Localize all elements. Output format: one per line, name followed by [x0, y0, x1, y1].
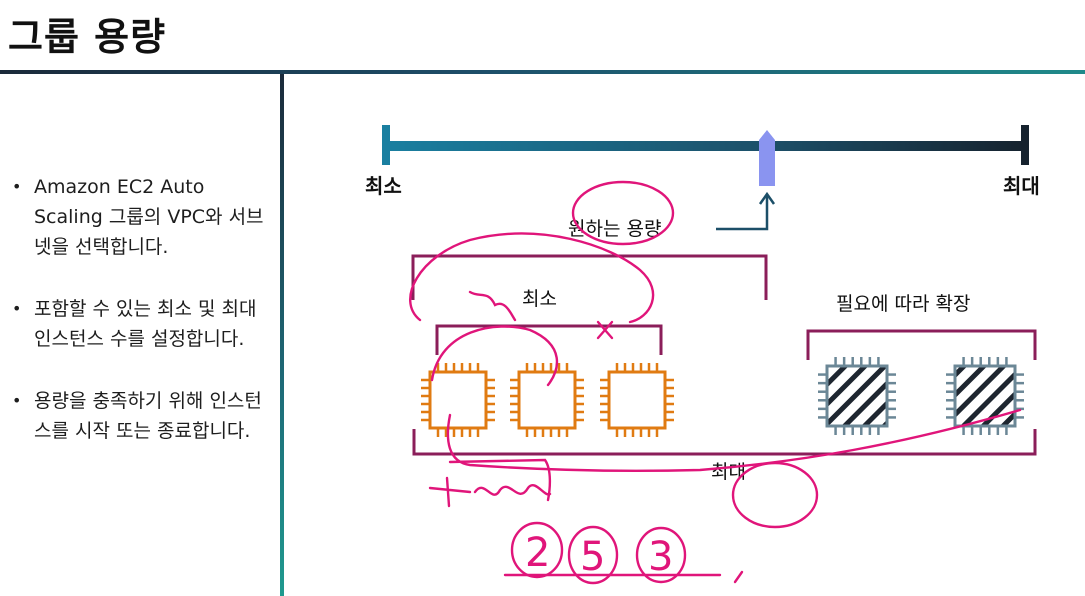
bullet-list: Amazon EC2 Auto Scaling 그룹의 VPC와 서브넷을 선택… — [10, 172, 272, 478]
scale-bar — [386, 141, 1026, 151]
min-loop-scribble — [409, 232, 655, 324]
ratio-value-2: 2 — [525, 530, 550, 576]
tick-scribble — [733, 570, 744, 584]
min-mark-scribble — [468, 290, 517, 322]
ratio-circle-2 — [510, 521, 564, 579]
desired-capacity-marker — [759, 130, 775, 186]
page-title: 그룹 용량 — [8, 15, 167, 59]
scale-min-label: 최소 — [365, 174, 402, 198]
max-circle-scribble — [731, 461, 819, 529]
ratio-circle-5 — [567, 525, 619, 585]
instance-chips — [421, 357, 1024, 437]
bullet-item: 포함할 수 있는 최소 및 최대 인스턴스 수를 설정합니다. — [10, 294, 272, 354]
korean-scribble — [473, 484, 552, 496]
min-bracket-label: 최소 — [522, 288, 557, 310]
left-marker-scribble — [448, 458, 552, 502]
bullet-item: 용량을 충족하기 위해 인스턴스를 시작 또는 종료합니다. — [10, 386, 272, 446]
desired-circle-scribble — [571, 180, 675, 246]
handwriting-annotations — [409, 180, 1022, 585]
scale-max-tick — [1021, 125, 1029, 165]
scale-out-label: 필요에 따라 확장 — [836, 293, 970, 315]
max-bracket — [412, 429, 1037, 456]
scale-max-label: 최대 — [1003, 174, 1040, 198]
ratio-value-5: 5 — [580, 534, 605, 580]
min-outer-bracket — [411, 254, 768, 300]
instance-chip-active — [510, 363, 584, 437]
max-bracket-label: 최대 — [711, 461, 746, 483]
desired-capacity-label: 원하는 용량 — [568, 218, 661, 240]
desired-arrow — [716, 191, 776, 231]
capacity-scale — [382, 125, 1029, 186]
plus-scribble — [428, 476, 472, 508]
title-divider — [0, 70, 1085, 74]
capacity-diagram: 최소 최대 원하는 용량 최소 필요에 따라 확장 최대 2 5 3 — [365, 125, 1040, 585]
ratio-circle-3 — [635, 526, 687, 584]
ratio-value-3: 3 — [648, 534, 673, 580]
instance-chip-active — [421, 363, 495, 437]
instance-chip-optional — [946, 357, 1024, 435]
instance-chip-active — [600, 363, 674, 437]
x-mark — [596, 320, 614, 340]
instance-chip-optional — [818, 357, 896, 435]
scale-out-bracket — [806, 329, 1037, 360]
scale-min-tick — [382, 125, 390, 165]
min-inner-loop-scribble — [430, 325, 559, 387]
min-inner-bracket — [435, 324, 663, 355]
bullet-item: Amazon EC2 Auto Scaling 그룹의 VPC와 서브넷을 선택… — [10, 172, 272, 262]
column-divider — [280, 74, 284, 596]
